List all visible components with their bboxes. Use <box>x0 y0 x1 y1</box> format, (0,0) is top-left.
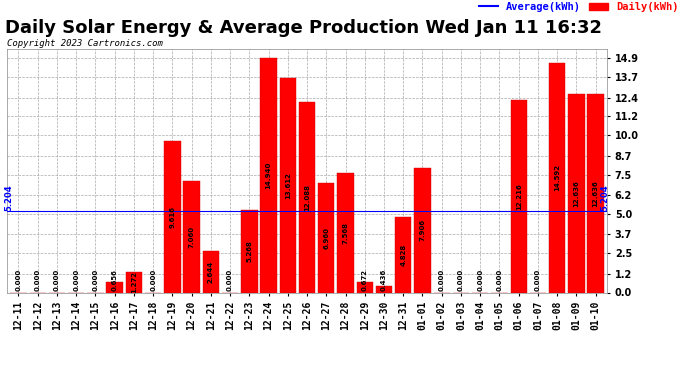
Bar <box>376 286 392 292</box>
Bar <box>357 282 373 292</box>
Bar <box>414 168 431 292</box>
Text: 0.436: 0.436 <box>381 269 387 291</box>
Text: 12.636: 12.636 <box>593 180 599 207</box>
Text: 0.672: 0.672 <box>362 269 368 291</box>
Bar <box>511 100 527 292</box>
Text: 0.000: 0.000 <box>477 269 483 291</box>
Text: 5.204: 5.204 <box>601 184 610 211</box>
Text: 0.000: 0.000 <box>458 269 464 291</box>
Text: 13.612: 13.612 <box>285 172 290 199</box>
Text: 14.592: 14.592 <box>554 164 560 191</box>
Bar <box>395 217 411 292</box>
Text: 0.000: 0.000 <box>73 269 79 291</box>
Text: 0.000: 0.000 <box>496 269 502 291</box>
Text: Copyright 2023 Cartronics.com: Copyright 2023 Cartronics.com <box>7 39 163 48</box>
Text: 0.000: 0.000 <box>34 269 41 291</box>
Bar <box>587 94 604 292</box>
Text: 12.088: 12.088 <box>304 184 310 211</box>
Text: 9.616: 9.616 <box>169 206 175 228</box>
Text: 0.000: 0.000 <box>92 269 99 291</box>
Text: 2.644: 2.644 <box>208 261 214 283</box>
Text: 7.568: 7.568 <box>342 222 348 244</box>
Bar <box>279 78 296 292</box>
Text: 14.940: 14.940 <box>266 161 272 189</box>
Text: 0.000: 0.000 <box>54 269 60 291</box>
Bar <box>299 102 315 292</box>
Text: 0.000: 0.000 <box>150 269 156 291</box>
Text: 0.656: 0.656 <box>112 269 118 291</box>
Bar <box>184 182 200 292</box>
Text: 7.060: 7.060 <box>188 226 195 248</box>
Text: 5.204: 5.204 <box>4 184 13 211</box>
Bar <box>126 273 142 292</box>
Text: 6.960: 6.960 <box>324 227 329 249</box>
Text: 0.000: 0.000 <box>535 269 541 291</box>
Text: 4.828: 4.828 <box>400 243 406 266</box>
Bar <box>549 63 565 292</box>
Text: 12.636: 12.636 <box>573 180 580 207</box>
Bar <box>106 282 123 292</box>
Bar <box>337 174 354 292</box>
Bar <box>203 251 219 292</box>
Bar <box>241 210 257 292</box>
Text: 7.906: 7.906 <box>420 219 426 242</box>
Bar <box>164 141 181 292</box>
Bar <box>260 57 277 292</box>
Text: 0.000: 0.000 <box>439 269 445 291</box>
Text: Daily Solar Energy & Average Production Wed Jan 11 16:32: Daily Solar Energy & Average Production … <box>5 19 602 37</box>
Text: 5.268: 5.268 <box>246 240 253 262</box>
Bar <box>318 183 335 292</box>
Text: 0.000: 0.000 <box>227 269 233 291</box>
Text: 1.272: 1.272 <box>131 272 137 294</box>
Text: 0.000: 0.000 <box>15 269 21 291</box>
Legend: Average(kWh), Daily(kWh): Average(kWh), Daily(kWh) <box>475 0 683 16</box>
Bar <box>569 94 584 292</box>
Text: 12.216: 12.216 <box>515 183 522 210</box>
